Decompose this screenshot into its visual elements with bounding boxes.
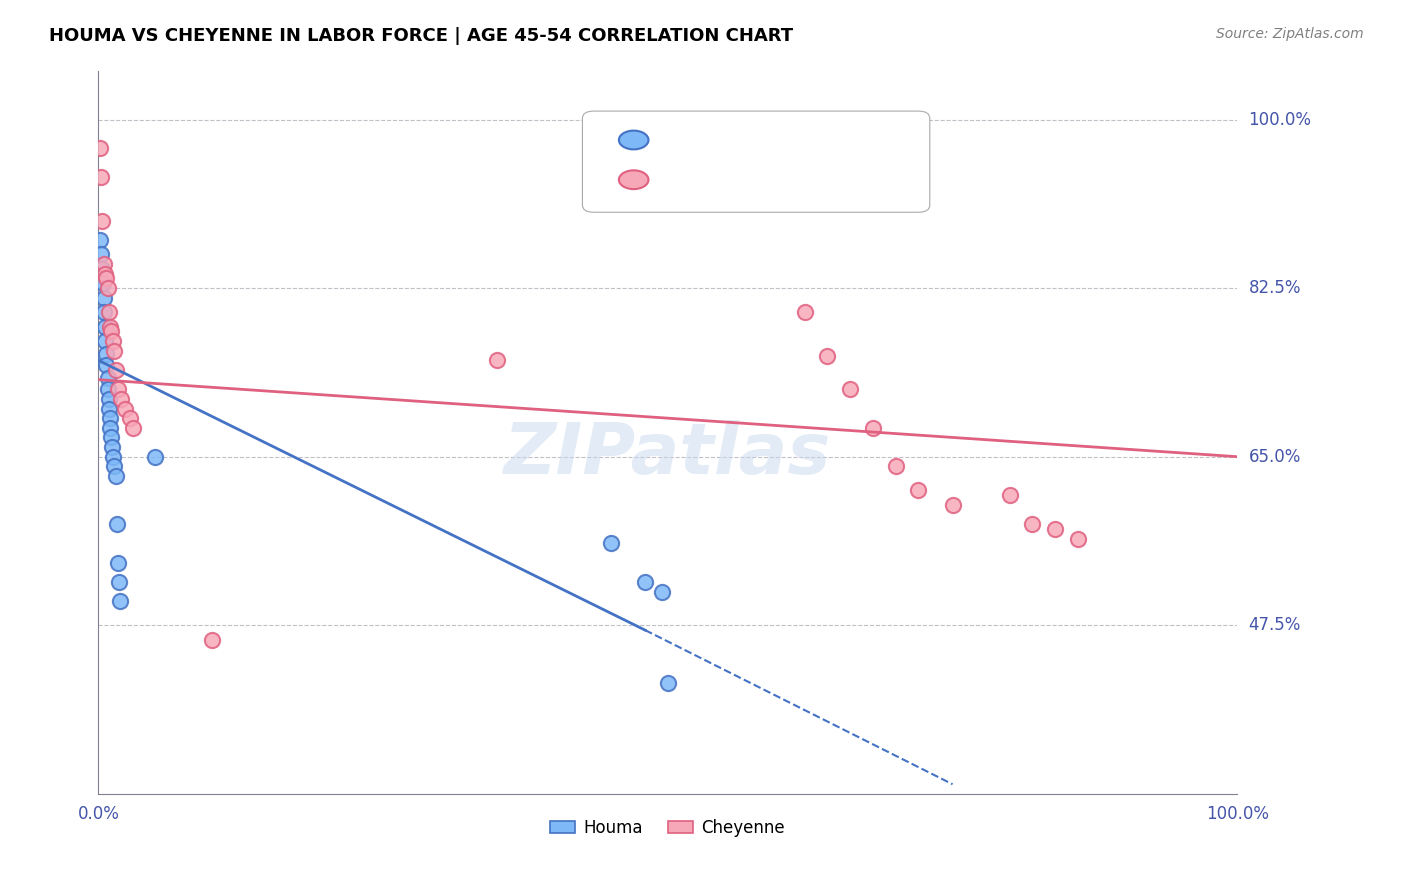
Point	[884, 459, 907, 474]
Text: 47.5%: 47.5%	[1249, 616, 1301, 634]
Point	[839, 382, 862, 396]
Text: R = -0.169   N =  31: R = -0.169 N = 31	[668, 172, 823, 187]
Text: 82.5%: 82.5%	[1249, 279, 1301, 297]
Point	[793, 305, 815, 319]
Point	[1021, 517, 1043, 532]
Point	[107, 382, 129, 396]
Point	[90, 170, 112, 185]
Point	[145, 450, 167, 464]
Point	[201, 632, 224, 647]
Point	[1043, 522, 1066, 536]
Circle shape	[619, 170, 648, 189]
Point	[634, 574, 657, 589]
Point	[103, 334, 125, 348]
Point	[657, 676, 679, 690]
Point	[862, 421, 884, 435]
Point	[1067, 532, 1090, 546]
Point	[815, 349, 838, 363]
Point	[89, 233, 111, 247]
Point	[96, 281, 118, 295]
Point	[942, 498, 965, 512]
Text: R = -0.481   N = 30: R = -0.481 N = 30	[668, 133, 818, 147]
Text: HOUMA VS CHEYENNE IN LABOR FORCE | AGE 45-54 CORRELATION CHART: HOUMA VS CHEYENNE IN LABOR FORCE | AGE 4…	[49, 27, 793, 45]
Point	[96, 370, 118, 384]
Point	[98, 421, 121, 435]
Circle shape	[619, 130, 648, 149]
Point	[96, 382, 118, 396]
Point	[93, 257, 115, 271]
Point	[907, 483, 929, 498]
Point	[103, 343, 125, 358]
FancyBboxPatch shape	[582, 112, 929, 212]
Point	[94, 267, 117, 281]
Text: 100.0%: 100.0%	[1249, 111, 1312, 128]
Point	[93, 305, 115, 319]
Point	[93, 291, 115, 305]
Point	[600, 536, 623, 550]
Point	[97, 392, 120, 406]
Point	[486, 353, 509, 368]
Point	[100, 430, 122, 444]
Text: 65.0%: 65.0%	[1249, 448, 1301, 466]
Point	[105, 517, 128, 532]
Point	[107, 556, 129, 570]
Point	[89, 141, 111, 155]
Point	[90, 247, 112, 261]
Point	[96, 271, 118, 285]
Point	[121, 421, 143, 435]
Point	[120, 411, 142, 425]
Point	[98, 319, 121, 334]
Point	[103, 450, 125, 464]
Point	[96, 358, 118, 372]
Text: ZIPatlas: ZIPatlas	[505, 420, 831, 489]
Point	[651, 584, 673, 599]
Point	[108, 574, 131, 589]
Point	[998, 488, 1021, 502]
Point	[96, 346, 118, 360]
Point	[98, 411, 121, 425]
Point	[97, 305, 120, 319]
Point	[104, 469, 127, 483]
Point	[94, 319, 117, 334]
Point	[97, 401, 120, 416]
Point	[114, 401, 136, 416]
Point	[100, 325, 122, 339]
Point	[90, 261, 112, 276]
Point	[104, 363, 127, 377]
Text: Source: ZipAtlas.com: Source: ZipAtlas.com	[1216, 27, 1364, 41]
Point	[101, 440, 124, 454]
Legend: Houma, Cheyenne: Houma, Cheyenne	[544, 812, 792, 843]
Point	[103, 459, 125, 474]
Point	[90, 213, 112, 227]
Point	[94, 334, 117, 348]
Point	[110, 392, 132, 406]
Point	[91, 277, 114, 291]
Point	[108, 594, 131, 608]
